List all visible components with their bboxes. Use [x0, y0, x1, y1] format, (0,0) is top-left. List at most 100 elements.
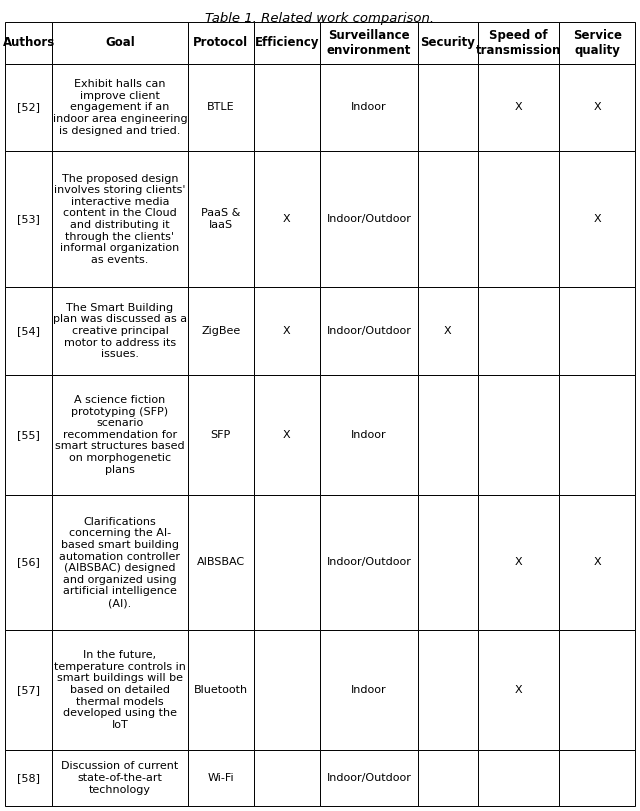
Text: X: X	[515, 102, 522, 113]
Bar	[477, 630, 559, 750]
Bar	[418, 63, 477, 152]
Text: Table 1. Related work comparison.: Table 1. Related work comparison.	[205, 12, 435, 25]
Bar	[477, 375, 559, 495]
Bar	[52, 152, 188, 287]
Bar	[559, 152, 635, 287]
Text: [58]: [58]	[17, 773, 40, 783]
Bar	[52, 750, 188, 806]
Text: [53]: [53]	[17, 214, 40, 224]
Text: Efficiency: Efficiency	[255, 36, 319, 49]
Text: Indoor/Outdoor: Indoor/Outdoor	[326, 773, 412, 783]
Text: [52]: [52]	[17, 102, 40, 113]
Text: Discussion of current
state-of-the-art
technology: Discussion of current state-of-the-art t…	[61, 762, 179, 795]
Text: A science fiction
prototyping (SFP)
scenario
recommendation for
smart structures: A science fiction prototyping (SFP) scen…	[55, 395, 185, 474]
Text: Goal: Goal	[105, 36, 135, 49]
Bar	[477, 152, 559, 287]
Bar	[320, 287, 418, 375]
Bar	[418, 22, 477, 63]
Bar	[418, 630, 477, 750]
Bar	[559, 375, 635, 495]
Bar	[5, 375, 52, 495]
Bar	[254, 750, 320, 806]
Text: Indoor/Outdoor: Indoor/Outdoor	[326, 326, 412, 336]
Bar	[254, 630, 320, 750]
Bar	[188, 63, 254, 152]
Bar	[320, 630, 418, 750]
Bar	[5, 495, 52, 630]
Bar	[5, 22, 52, 63]
Text: X: X	[444, 326, 451, 336]
Text: X: X	[283, 214, 291, 224]
Bar	[52, 375, 188, 495]
Text: Indoor: Indoor	[351, 685, 387, 695]
Bar	[5, 630, 52, 750]
Bar	[418, 287, 477, 375]
Text: Indoor/Outdoor: Indoor/Outdoor	[326, 214, 412, 224]
Bar	[559, 495, 635, 630]
Bar	[188, 152, 254, 287]
Bar	[477, 22, 559, 63]
Text: PaaS &
IaaS: PaaS & IaaS	[201, 208, 241, 230]
Bar	[5, 287, 52, 375]
Bar	[418, 152, 477, 287]
Text: Security: Security	[420, 36, 475, 49]
Bar	[52, 287, 188, 375]
Bar	[188, 22, 254, 63]
Bar	[5, 152, 52, 287]
Bar	[559, 287, 635, 375]
Text: X: X	[593, 102, 601, 113]
Bar	[188, 630, 254, 750]
Text: X: X	[593, 214, 601, 224]
Text: [57]: [57]	[17, 685, 40, 695]
Text: Speed of
transmission: Speed of transmission	[476, 28, 561, 57]
Bar	[477, 495, 559, 630]
Bar	[188, 750, 254, 806]
Text: Wi-Fi: Wi-Fi	[207, 773, 234, 783]
Bar	[254, 495, 320, 630]
Text: The proposed design
involves storing clients'
interactive media
content in the C: The proposed design involves storing cli…	[54, 174, 186, 265]
Bar	[254, 152, 320, 287]
Text: Indoor: Indoor	[351, 430, 387, 440]
Bar	[320, 495, 418, 630]
Text: ZigBee: ZigBee	[201, 326, 241, 336]
Text: [56]: [56]	[17, 557, 40, 568]
Text: Clarifications
concerning the AI-
based smart building
automation controller
(AI: Clarifications concerning the AI- based …	[60, 517, 180, 608]
Bar	[477, 287, 559, 375]
Text: [54]: [54]	[17, 326, 40, 336]
Text: Exhibit halls can
improve client
engagement if an
indoor area engineering
is des: Exhibit halls can improve client engagem…	[52, 79, 188, 135]
Text: X: X	[515, 557, 522, 568]
Text: Surveillance
environment: Surveillance environment	[326, 28, 411, 57]
Bar	[559, 750, 635, 806]
Bar	[188, 495, 254, 630]
Text: X: X	[283, 430, 291, 440]
Bar	[254, 63, 320, 152]
Bar	[418, 495, 477, 630]
Bar	[320, 750, 418, 806]
Bar	[320, 375, 418, 495]
Text: [55]: [55]	[17, 430, 40, 440]
Bar	[418, 750, 477, 806]
Bar	[418, 375, 477, 495]
Bar	[254, 22, 320, 63]
Text: X: X	[283, 326, 291, 336]
Bar	[5, 63, 52, 152]
Bar	[188, 375, 254, 495]
Bar	[320, 22, 418, 63]
Text: Indoor/Outdoor: Indoor/Outdoor	[326, 557, 412, 568]
Bar	[52, 22, 188, 63]
Bar	[477, 63, 559, 152]
Bar	[320, 63, 418, 152]
Text: The Smart Building
plan was discussed as a
creative principal
motor to address i: The Smart Building plan was discussed as…	[53, 303, 187, 359]
Bar	[559, 630, 635, 750]
Text: In the future,
temperature controls in
smart buildings will be
based on detailed: In the future, temperature controls in s…	[54, 650, 186, 730]
Bar	[52, 63, 188, 152]
Text: Authors: Authors	[3, 36, 55, 49]
Text: X: X	[593, 557, 601, 568]
Bar	[5, 750, 52, 806]
Bar	[320, 152, 418, 287]
Bar	[52, 630, 188, 750]
Bar	[52, 495, 188, 630]
Bar	[477, 750, 559, 806]
Bar	[559, 63, 635, 152]
Text: X: X	[515, 685, 522, 695]
